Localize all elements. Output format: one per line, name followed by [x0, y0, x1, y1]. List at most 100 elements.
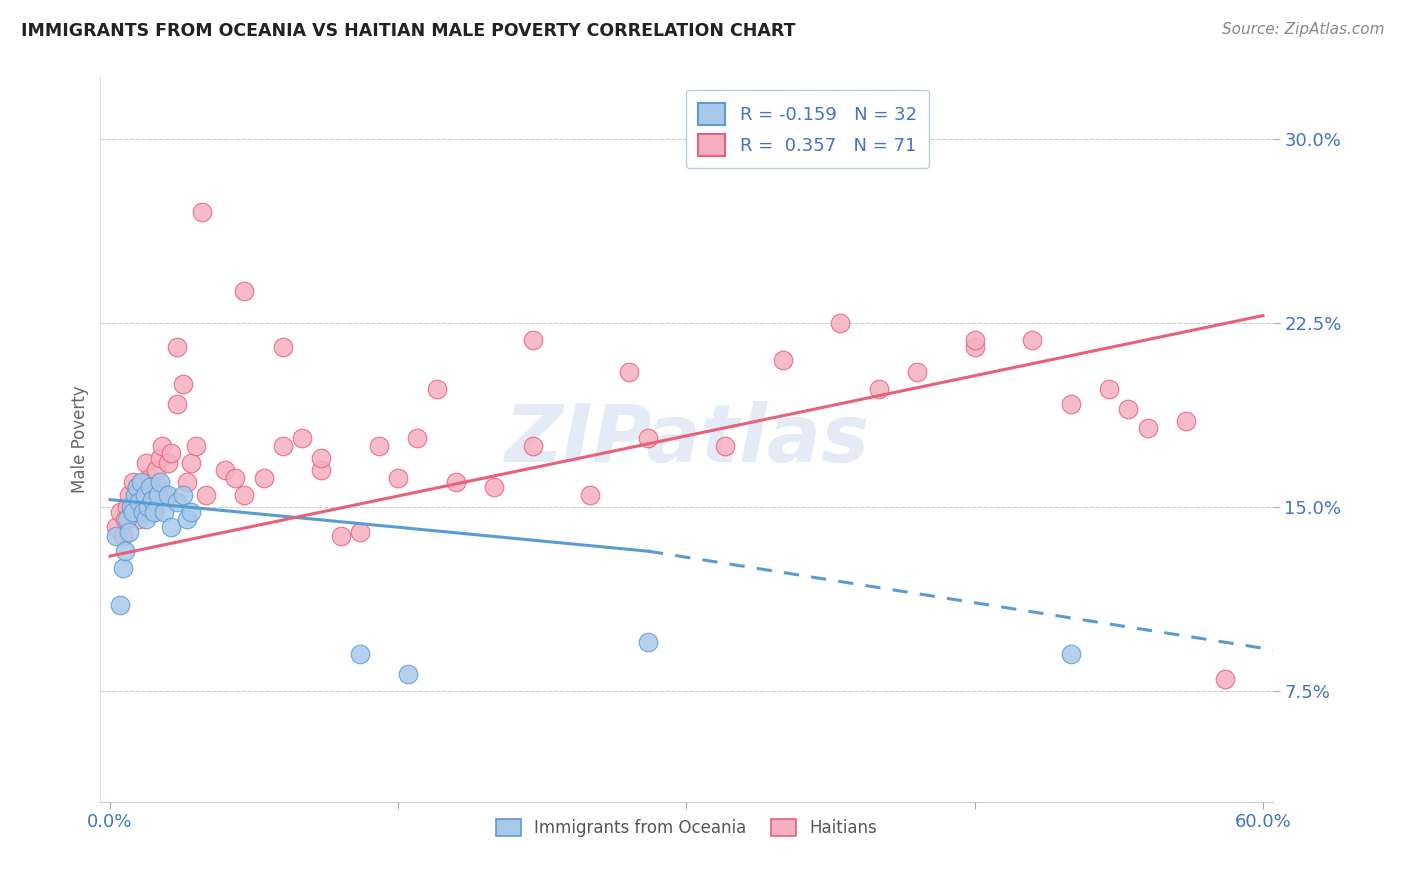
Point	[426, 382, 449, 396]
Point	[387, 470, 409, 484]
Point	[117, 500, 139, 514]
Point	[271, 341, 294, 355]
Point	[114, 512, 136, 526]
Point	[1213, 672, 1236, 686]
Point	[143, 505, 166, 519]
Point	[131, 475, 153, 490]
Point	[195, 488, 218, 502]
Point	[149, 475, 172, 490]
Point	[122, 475, 145, 490]
Point	[191, 205, 214, 219]
Point	[131, 505, 153, 519]
Point	[830, 316, 852, 330]
Point	[329, 529, 352, 543]
Point	[120, 500, 142, 514]
Point	[141, 480, 163, 494]
Point	[1060, 648, 1083, 662]
Point	[291, 431, 314, 445]
Point	[160, 446, 183, 460]
Point	[117, 512, 139, 526]
Point	[104, 519, 127, 533]
Point	[406, 431, 429, 445]
Point	[214, 463, 236, 477]
Text: Source: ZipAtlas.com: Source: ZipAtlas.com	[1222, 22, 1385, 37]
Point	[149, 450, 172, 465]
Point	[176, 512, 198, 526]
Point	[349, 648, 371, 662]
Point	[637, 635, 659, 649]
Point	[125, 480, 148, 494]
Point	[963, 341, 986, 355]
Point	[156, 488, 179, 502]
Point	[233, 284, 256, 298]
Point	[172, 377, 194, 392]
Point	[1060, 397, 1083, 411]
Point	[160, 519, 183, 533]
Y-axis label: Male Poverty: Male Poverty	[72, 385, 89, 493]
Point	[868, 382, 890, 396]
Point	[138, 488, 160, 502]
Point	[135, 456, 157, 470]
Point	[152, 505, 174, 519]
Point	[905, 365, 928, 379]
Point	[1136, 421, 1159, 435]
Point	[617, 365, 640, 379]
Point	[1175, 414, 1198, 428]
Text: IMMIGRANTS FROM OCEANIA VS HAITIAN MALE POVERTY CORRELATION CHART: IMMIGRANTS FROM OCEANIA VS HAITIAN MALE …	[21, 22, 796, 40]
Point	[134, 500, 156, 514]
Text: ZIPatlas: ZIPatlas	[503, 401, 869, 478]
Point	[139, 470, 162, 484]
Point	[118, 524, 141, 539]
Point	[253, 470, 276, 484]
Point	[172, 488, 194, 502]
Point	[233, 488, 256, 502]
Point	[146, 488, 169, 502]
Point	[180, 505, 202, 519]
Point	[112, 529, 135, 543]
Point	[129, 488, 152, 502]
Point	[176, 475, 198, 490]
Point	[143, 505, 166, 519]
Point	[637, 431, 659, 445]
Point	[224, 470, 246, 484]
Point	[271, 439, 294, 453]
Point	[156, 456, 179, 470]
Point	[150, 439, 173, 453]
Point	[349, 524, 371, 539]
Point	[166, 495, 188, 509]
Point	[139, 480, 162, 494]
Point	[484, 480, 506, 494]
Point	[104, 529, 127, 543]
Point	[120, 505, 142, 519]
Point	[146, 480, 169, 494]
Point	[128, 512, 150, 526]
Point	[114, 544, 136, 558]
Point	[522, 333, 544, 347]
Point	[135, 512, 157, 526]
Point	[186, 439, 208, 453]
Point	[396, 667, 419, 681]
Point	[124, 495, 146, 509]
Point	[444, 475, 467, 490]
Point	[714, 439, 737, 453]
Point	[129, 475, 152, 490]
Point	[124, 488, 146, 502]
Point	[963, 333, 986, 347]
Point	[122, 505, 145, 519]
Point	[311, 450, 333, 465]
Point	[311, 463, 333, 477]
Point	[138, 500, 160, 514]
Point	[166, 397, 188, 411]
Point	[180, 456, 202, 470]
Point	[152, 488, 174, 502]
Point	[125, 480, 148, 494]
Point	[134, 488, 156, 502]
Legend: Immigrants from Oceania, Haitians: Immigrants from Oceania, Haitians	[489, 813, 884, 844]
Point	[772, 352, 794, 367]
Point	[1118, 401, 1140, 416]
Point	[579, 488, 602, 502]
Point	[128, 495, 150, 509]
Point	[145, 463, 167, 477]
Point	[108, 505, 131, 519]
Point	[1021, 333, 1043, 347]
